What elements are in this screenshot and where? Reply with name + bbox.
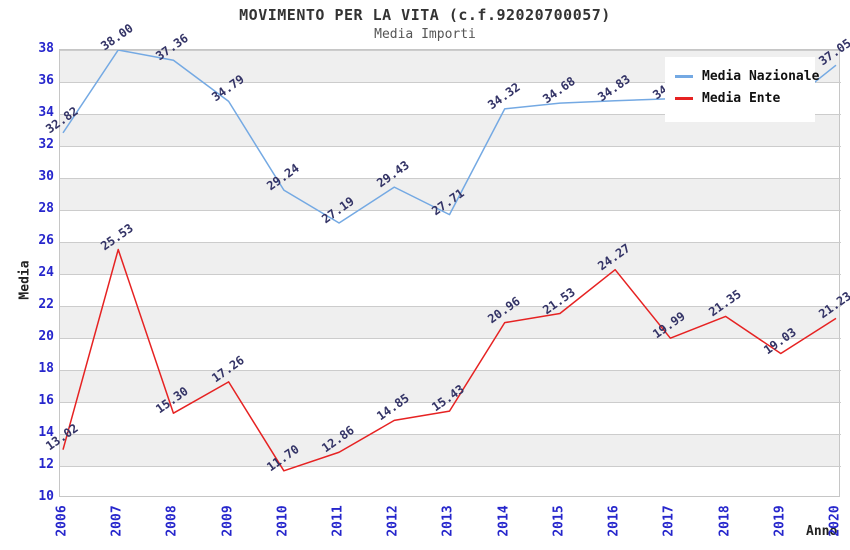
series-line-ente [62, 248, 837, 472]
y-tick-label: 26 [38, 233, 54, 248]
x-tick-label: 2020 [827, 505, 843, 537]
x-tick-label: 2008 [164, 505, 180, 537]
legend-swatch-icon [675, 75, 693, 78]
chart-title: MOVIMENTO PER LA VITA (c.f.92020700057) [239, 6, 611, 24]
x-tick-label: 2010 [275, 505, 291, 537]
y-tick-label: 28 [38, 201, 54, 216]
chart-subtitle: Media Importi [374, 27, 476, 42]
legend-label: Media Ente [702, 91, 781, 106]
x-tick-label: 2019 [772, 505, 788, 537]
y-tick-label: 12 [38, 457, 54, 472]
y-tick-label: 38 [38, 41, 54, 56]
plot-area [59, 49, 841, 497]
x-tick-label: 2018 [717, 505, 733, 537]
y-tick-label: 30 [38, 169, 54, 184]
y-tick-label: 34 [38, 105, 54, 120]
legend-item-nazionale: Media Nazionale [675, 69, 819, 84]
y-tick-label: 24 [38, 265, 54, 280]
y-tick-label: 18 [38, 361, 54, 376]
x-tick-label: 2016 [606, 505, 622, 537]
x-tick-label: 2015 [551, 505, 567, 537]
y-tick-label: 10 [38, 489, 54, 504]
y-tick-label: 32 [38, 137, 54, 152]
legend-label: Media Nazionale [702, 69, 820, 84]
legend: Media Nazionale Media Ente [665, 57, 819, 122]
y-tick-label: 14 [38, 425, 54, 440]
legend-swatch-icon [675, 97, 693, 100]
y-tick-label: 16 [38, 393, 54, 408]
x-tick-label: 2017 [661, 505, 677, 537]
line-chart-canvas [60, 50, 841, 472]
x-tick-label: 2007 [109, 505, 125, 537]
x-tick-label: 2013 [440, 505, 456, 537]
x-tick-label: 2012 [385, 505, 401, 537]
x-tick-label: 2009 [220, 505, 236, 537]
legend-item-ente: Media Ente [675, 91, 805, 106]
y-tick-label: 22 [38, 297, 54, 312]
x-axis-title: Anno [806, 524, 838, 539]
x-tick-label: 2011 [330, 505, 346, 537]
x-tick-label: 2006 [54, 505, 70, 537]
y-tick-label: 36 [38, 73, 54, 88]
x-tick-label: 2014 [496, 505, 512, 537]
y-tick-label: 20 [38, 329, 54, 344]
